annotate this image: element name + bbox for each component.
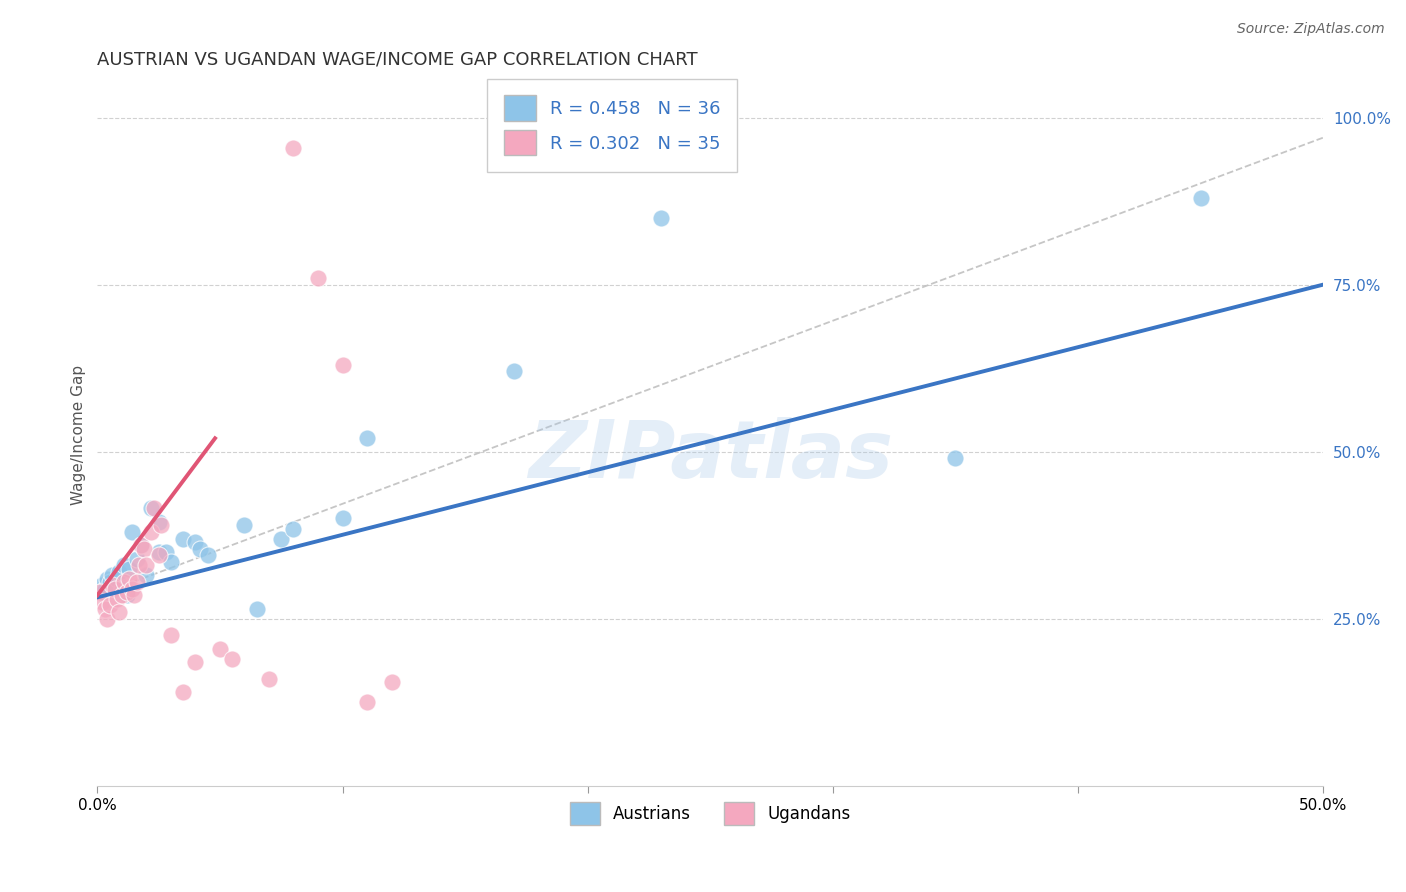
Point <box>125 551 148 566</box>
Point <box>381 675 404 690</box>
Point <box>101 578 124 592</box>
Point <box>91 578 114 592</box>
Point <box>135 558 157 573</box>
Point <box>184 534 207 549</box>
Point <box>160 555 183 569</box>
Point <box>128 558 150 573</box>
Point <box>945 451 967 466</box>
Point <box>108 605 131 619</box>
Point <box>172 685 194 699</box>
Point <box>208 641 231 656</box>
Point <box>105 572 128 586</box>
Point <box>270 532 292 546</box>
Point <box>125 574 148 589</box>
Point <box>98 599 121 613</box>
Point <box>93 601 115 615</box>
Point <box>188 541 211 556</box>
Point <box>148 545 170 559</box>
Point <box>155 545 177 559</box>
Point <box>307 271 329 285</box>
Point <box>135 568 157 582</box>
Point <box>283 140 305 154</box>
Point <box>111 582 134 596</box>
Point <box>197 548 219 562</box>
Text: AUSTRIAN VS UGANDAN WAGE/INCOME GAP CORRELATION CHART: AUSTRIAN VS UGANDAN WAGE/INCOME GAP CORR… <box>97 51 697 69</box>
Point <box>89 585 111 599</box>
Point <box>332 358 354 372</box>
Point <box>98 574 121 589</box>
Point <box>160 628 183 642</box>
Point <box>105 591 128 606</box>
Point <box>108 565 131 579</box>
Point <box>650 211 672 225</box>
Point <box>356 431 378 445</box>
Text: Source: ZipAtlas.com: Source: ZipAtlas.com <box>1237 22 1385 37</box>
Point <box>148 548 170 562</box>
Point <box>118 561 141 575</box>
Point <box>148 515 170 529</box>
Point <box>131 538 153 552</box>
Point <box>172 532 194 546</box>
Point <box>132 541 155 556</box>
Point <box>103 582 125 596</box>
Point <box>118 572 141 586</box>
Point <box>112 574 135 589</box>
Point <box>121 582 143 596</box>
Point <box>332 511 354 525</box>
Point <box>112 558 135 573</box>
Point <box>111 588 134 602</box>
Point <box>121 524 143 539</box>
Point <box>503 364 526 378</box>
Point <box>221 652 243 666</box>
Point <box>96 612 118 626</box>
Point <box>131 538 153 552</box>
Point <box>142 501 165 516</box>
Point <box>96 572 118 586</box>
Point <box>101 568 124 582</box>
Point <box>233 518 256 533</box>
Point <box>93 582 115 596</box>
Point <box>141 501 163 516</box>
Point <box>89 585 111 599</box>
Point <box>91 595 114 609</box>
Legend: Austrians, Ugandans: Austrians, Ugandans <box>561 793 859 834</box>
Point <box>184 655 207 669</box>
Text: ZIPatlas: ZIPatlas <box>527 417 893 495</box>
Point <box>246 601 269 615</box>
Point <box>122 588 145 602</box>
Point <box>150 518 173 533</box>
Point <box>1189 191 1212 205</box>
Y-axis label: Wage/Income Gap: Wage/Income Gap <box>72 365 86 505</box>
Point <box>141 524 163 539</box>
Point <box>103 578 125 592</box>
Point <box>115 585 138 599</box>
Point <box>257 672 280 686</box>
Point <box>283 522 305 536</box>
Point <box>115 588 138 602</box>
Point <box>356 695 378 709</box>
